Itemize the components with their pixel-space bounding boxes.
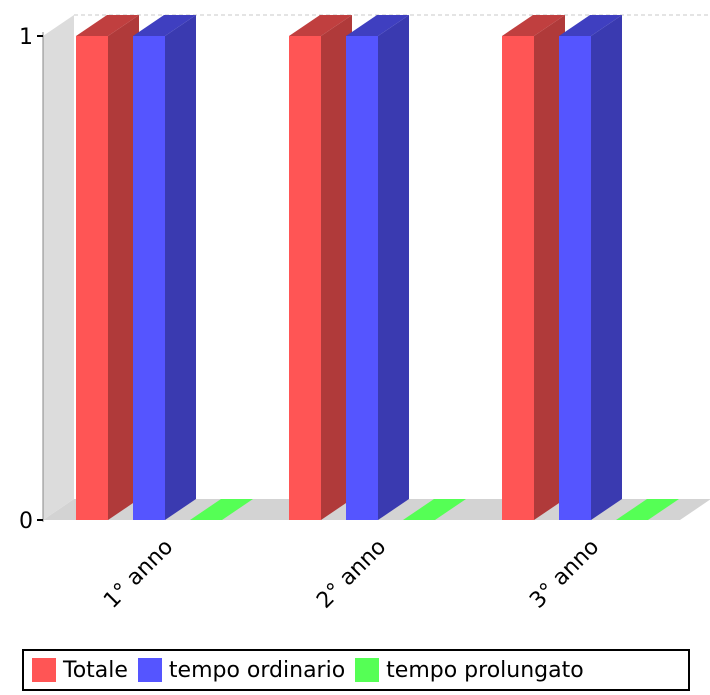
bar-tempo-ordinario-2-anno [346,15,409,520]
legend-label-tempo-prolungato: tempo prolungato [386,657,584,683]
legend-label-tempo-ordinario: tempo ordinario [168,657,346,683]
bar-totale-2-anno [289,15,352,520]
chart-back-wall [43,15,74,520]
bar-flat [190,499,253,520]
bar-side [534,15,565,520]
bar-chart: 01 1° anno 2° anno 3° anno [19,14,710,614]
bar-tempo-ordinario-3-anno [559,15,622,520]
x-label-1-anno: 1° anno [99,535,178,614]
bar-front [559,36,591,520]
x-category-labels: 1° anno 2° anno 3° anno [99,535,604,614]
bar-side [378,15,409,520]
legend-swatch-tempo-ordinario [137,658,162,682]
bar-flat [403,499,466,520]
bar-side [321,15,352,520]
left-wall [43,15,74,520]
y-tick-label-0: 0 [19,509,33,534]
bar-top [559,15,622,36]
bar-tempo-ordinario-1-anno [133,15,196,520]
legend-item-tempo-ordinario: tempo ordinario [137,657,346,683]
y-tick-labels: 01 [19,25,33,534]
bar-side [108,15,139,520]
bar-totale-3-anno [502,15,565,520]
legend: Totale tempo ordinario tempo prolungato [22,649,690,691]
bar-tempo-prolungato-1-anno [190,499,253,520]
bar-top [76,15,139,36]
y-tick-label-1: 1 [19,25,33,50]
x-label-3-anno: 3° anno [525,535,604,614]
legend-item-totale: Totale [32,658,128,683]
y-axis [37,32,44,522]
legend-swatch-tempo-prolungato [355,658,380,682]
legend-swatch-totale [32,658,56,682]
bar-tempo-prolungato-3-anno [616,499,679,520]
legend-item-tempo-prolungato: tempo prolungato [355,658,584,683]
bar-front [289,36,321,520]
bar-front [346,36,378,520]
bar-top [289,15,352,36]
bar-front [502,36,534,520]
bar-totale-1-anno [76,15,139,520]
bar-front [76,36,108,520]
legend-label-totale: Totale [63,657,128,683]
bar-top [133,15,196,36]
bar-top [502,15,565,36]
bar-tempo-prolungato-2-anno [403,499,466,520]
bar-flat [616,499,679,520]
bar-front [133,36,165,520]
bars [76,15,679,520]
bar-side [591,15,622,520]
x-label-2-anno: 2° anno [312,535,391,614]
bar-top [346,15,409,36]
bar-side [165,15,196,520]
